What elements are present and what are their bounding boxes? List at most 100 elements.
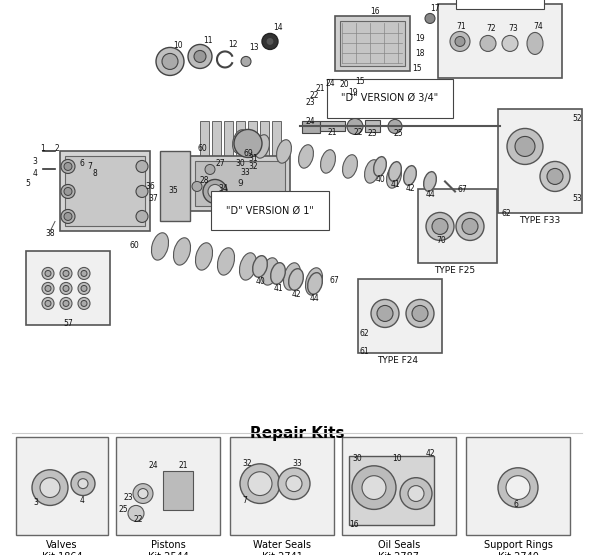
Bar [340, 22, 405, 67]
Bar [272, 122, 281, 162]
Text: 17: 17 [430, 4, 440, 13]
Circle shape [240, 464, 280, 503]
Bar [248, 122, 257, 162]
Bar [160, 152, 190, 221]
Ellipse shape [321, 150, 336, 173]
Bar [212, 122, 221, 162]
Circle shape [286, 476, 302, 492]
Bar [320, 122, 345, 132]
Text: Support Rings
Kit 2740: Support Rings Kit 2740 [484, 540, 552, 555]
Circle shape [42, 282, 54, 295]
Text: 22: 22 [310, 92, 320, 100]
Text: 5: 5 [26, 179, 30, 188]
Text: 8: 8 [93, 169, 97, 178]
Text: 71: 71 [456, 22, 466, 32]
Circle shape [425, 13, 435, 23]
Text: 15: 15 [412, 64, 422, 73]
Circle shape [266, 37, 274, 46]
Text: 19: 19 [415, 34, 425, 43]
Text: 31: 31 [248, 154, 258, 164]
Text: 23: 23 [367, 129, 377, 138]
Text: 62: 62 [502, 209, 511, 219]
Circle shape [352, 466, 396, 509]
Bar [60, 152, 150, 231]
Text: 15: 15 [355, 78, 365, 87]
Circle shape [64, 188, 72, 195]
Bar [65, 157, 145, 226]
Circle shape [45, 300, 51, 306]
Text: 21: 21 [327, 128, 337, 138]
Text: Pistons
Kit 2544: Pistons Kit 2544 [147, 540, 188, 555]
FancyBboxPatch shape [230, 437, 334, 535]
FancyBboxPatch shape [26, 251, 110, 325]
Circle shape [133, 483, 153, 503]
Ellipse shape [173, 238, 191, 265]
Circle shape [406, 300, 434, 327]
Text: 7: 7 [242, 497, 247, 506]
Circle shape [136, 210, 148, 223]
Text: 27: 27 [215, 159, 225, 169]
Circle shape [42, 297, 54, 310]
Circle shape [462, 219, 478, 234]
Text: 16: 16 [370, 7, 380, 17]
Circle shape [262, 33, 278, 49]
Bar [200, 122, 209, 162]
Circle shape [400, 478, 432, 509]
Circle shape [136, 185, 148, 198]
Circle shape [81, 285, 87, 291]
Text: 62: 62 [360, 330, 369, 339]
FancyBboxPatch shape [498, 109, 582, 214]
Circle shape [426, 213, 454, 240]
Ellipse shape [365, 160, 380, 183]
Text: 61: 61 [360, 347, 369, 356]
Circle shape [45, 285, 51, 291]
Circle shape [64, 213, 72, 220]
Ellipse shape [283, 263, 301, 290]
Text: 22: 22 [353, 128, 363, 138]
Text: 33: 33 [240, 169, 249, 178]
Ellipse shape [239, 253, 257, 280]
Text: 57: 57 [63, 320, 73, 329]
Text: 16: 16 [349, 520, 359, 529]
Ellipse shape [252, 256, 267, 278]
Text: 19: 19 [348, 88, 358, 98]
Circle shape [502, 36, 518, 52]
Circle shape [60, 268, 72, 280]
Text: 42: 42 [405, 184, 415, 194]
Circle shape [64, 163, 72, 170]
Circle shape [450, 32, 470, 52]
Circle shape [208, 184, 222, 199]
Text: 37: 37 [148, 194, 158, 204]
Circle shape [515, 137, 535, 157]
Ellipse shape [343, 155, 358, 178]
Text: 32: 32 [242, 459, 252, 468]
Circle shape [388, 119, 402, 133]
Text: 21: 21 [178, 461, 188, 470]
Circle shape [63, 270, 69, 276]
Text: 2: 2 [55, 144, 59, 153]
Ellipse shape [277, 140, 292, 163]
Text: TYPE F25: TYPE F25 [434, 266, 476, 275]
Text: TYPE F24: TYPE F24 [378, 356, 419, 365]
Circle shape [278, 468, 310, 500]
Text: 10: 10 [173, 42, 182, 51]
Ellipse shape [388, 162, 402, 181]
Text: 28: 28 [200, 176, 210, 185]
Text: 52: 52 [572, 114, 582, 123]
Circle shape [136, 160, 148, 173]
Bar [302, 122, 320, 133]
FancyBboxPatch shape [358, 280, 442, 354]
Text: Valves
Kit 1864: Valves Kit 1864 [42, 540, 83, 555]
Circle shape [371, 300, 399, 327]
FancyBboxPatch shape [438, 4, 562, 78]
Text: 24: 24 [325, 79, 334, 88]
Text: 25: 25 [118, 506, 128, 514]
Circle shape [78, 297, 90, 310]
Circle shape [506, 476, 530, 500]
Circle shape [63, 300, 69, 306]
Bar [260, 122, 269, 162]
Bar [236, 122, 245, 162]
Bar [349, 456, 434, 525]
Text: 44: 44 [310, 295, 320, 304]
Circle shape [60, 297, 72, 310]
